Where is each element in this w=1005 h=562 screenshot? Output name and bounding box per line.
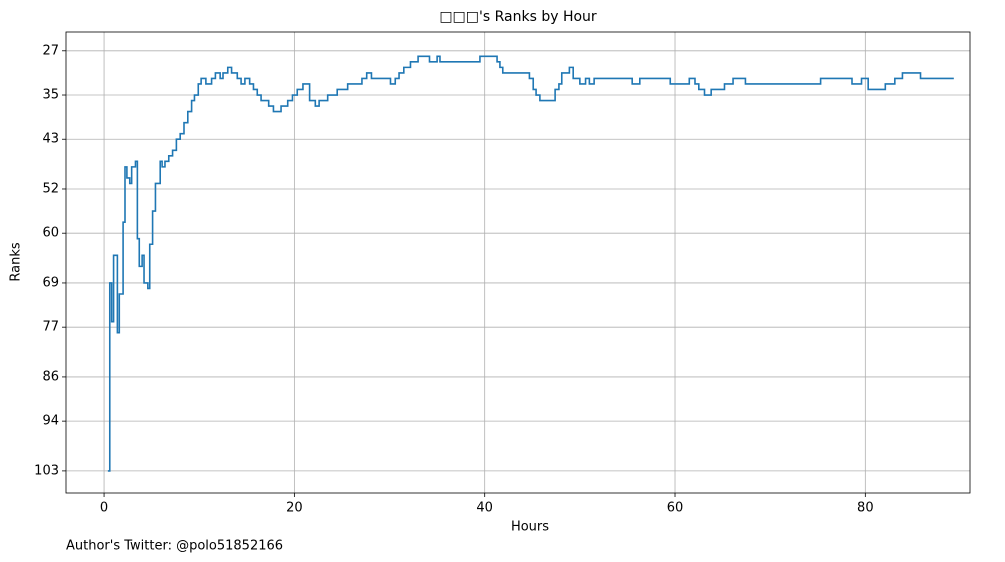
x-tick-label: 60 [667,501,684,516]
x-tick-label: 80 [857,501,874,516]
x-tick-label: 0 [100,501,108,516]
y-tick-label: 69 [42,275,59,290]
footer: Author's Twitter: @polo51852166 [66,539,283,554]
x-tick-label: 20 [286,501,303,516]
y-tick-label: 60 [42,226,59,241]
y-tick-label: 77 [42,320,59,335]
y-tick-label: 35 [42,88,59,103]
y-tick-label: 43 [42,132,59,147]
y-tick-label: 52 [42,181,59,196]
chart-title: □□□'s Ranks by Hour [439,9,597,25]
y-tick-label: 103 [34,463,59,478]
plot-frame [65,31,971,494]
x-tick-label: 40 [476,501,493,516]
y-axis-label: Ranks [9,242,24,281]
y-tick-label: 27 [42,43,59,58]
x-axis-label: Hours [511,520,549,535]
y-tick-label: 94 [42,414,59,429]
line [107,55,954,472]
y-tick-label: 86 [42,369,59,384]
